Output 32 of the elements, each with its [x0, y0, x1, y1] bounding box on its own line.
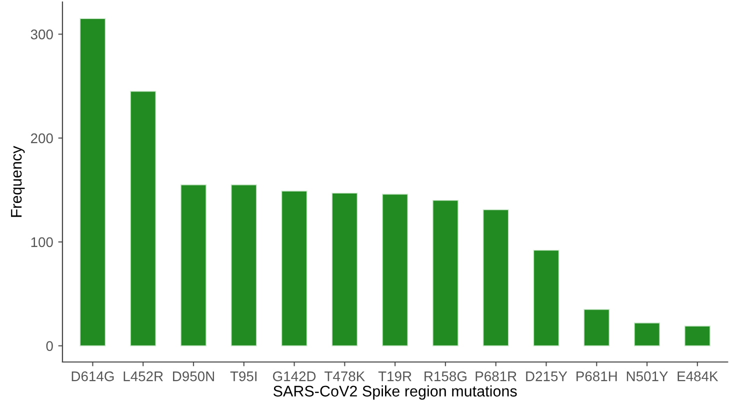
bar [432, 200, 458, 346]
x-tick-label: D215Y [526, 371, 568, 382]
y-axis-title: Frequency [11, 146, 25, 217]
x-tick-label: T478K [324, 371, 365, 382]
x-tick-label: D614G [72, 371, 114, 382]
bar [130, 90, 156, 346]
x-tick-label: P681H [576, 371, 617, 382]
x-tick-label: R158G [424, 371, 466, 382]
x-tick-label: D950N [173, 371, 214, 382]
x-axis-title: SARS-CoV2 Spike region mutations [273, 385, 517, 400]
bar [230, 184, 257, 346]
x-tick-label: L452R [124, 371, 163, 382]
x-tick-label: E484K [678, 371, 718, 382]
x-tick-label: P681R [476, 371, 516, 382]
bar [482, 209, 509, 346]
x-tick-label: N501Y [626, 371, 668, 382]
bar [533, 250, 560, 346]
bar [634, 322, 660, 346]
bar [684, 326, 710, 346]
y-tick-label: 100 [31, 237, 53, 248]
x-tick-label: G142D [272, 371, 316, 382]
bar [584, 309, 610, 346]
bar [332, 192, 358, 346]
bar [382, 194, 408, 346]
bar [80, 18, 106, 346]
y-tick-label: 0 [46, 341, 53, 351]
x-tick-label: T19R [378, 371, 412, 382]
y-tick-label: 200 [30, 133, 53, 144]
bar [281, 190, 308, 346]
bar [180, 184, 207, 346]
x-tick-label: T95I [230, 371, 257, 382]
y-tick-label: 300 [30, 30, 53, 40]
